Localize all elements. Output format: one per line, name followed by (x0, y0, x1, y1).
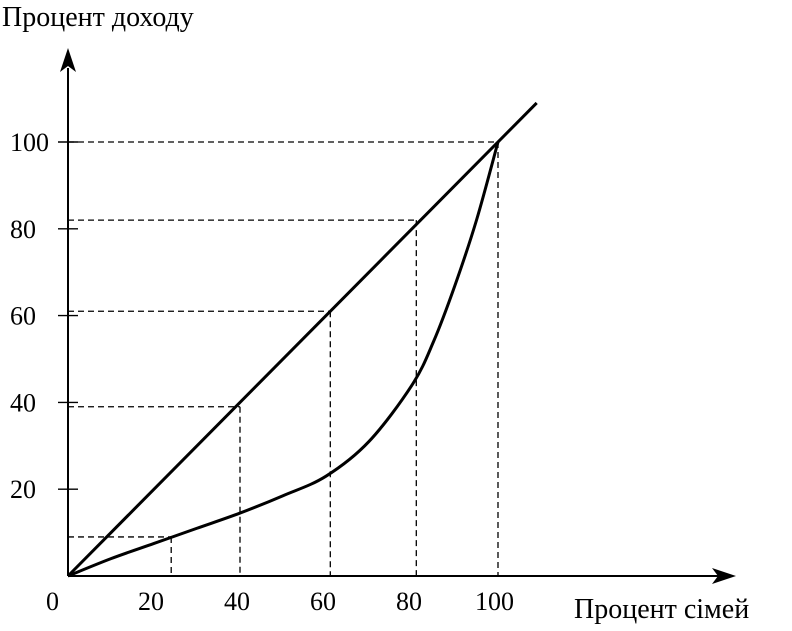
x-tick-label: 20 (138, 587, 164, 616)
y-tick-label: 20 (10, 475, 36, 504)
x-tick-label: 60 (310, 587, 336, 616)
x-axis-arrow-icon (712, 568, 736, 584)
x-tick-label: 100 (475, 587, 514, 616)
axes (60, 48, 736, 584)
x-tick-label: 80 (396, 587, 422, 616)
equality-line (66, 101, 538, 578)
y-tick-label: 40 (10, 388, 36, 417)
lorenz-curve (67, 141, 500, 578)
y-tick-label: 100 (10, 128, 49, 157)
tick-labels: 20 40 60 80 100 20 40 60 80 100 (10, 128, 514, 616)
series (66, 101, 538, 578)
y-axis-arrow-icon (60, 48, 76, 72)
x-tick-label: 40 (224, 587, 250, 616)
y-tick-label: 60 (10, 302, 36, 331)
y-tick-label: 80 (10, 215, 36, 244)
guide-lines (68, 141, 499, 576)
y-axis-title: Процент доходу (2, 2, 194, 33)
origin-label: 0 (46, 587, 59, 616)
x-axis-title: Процент сімей (574, 594, 749, 625)
